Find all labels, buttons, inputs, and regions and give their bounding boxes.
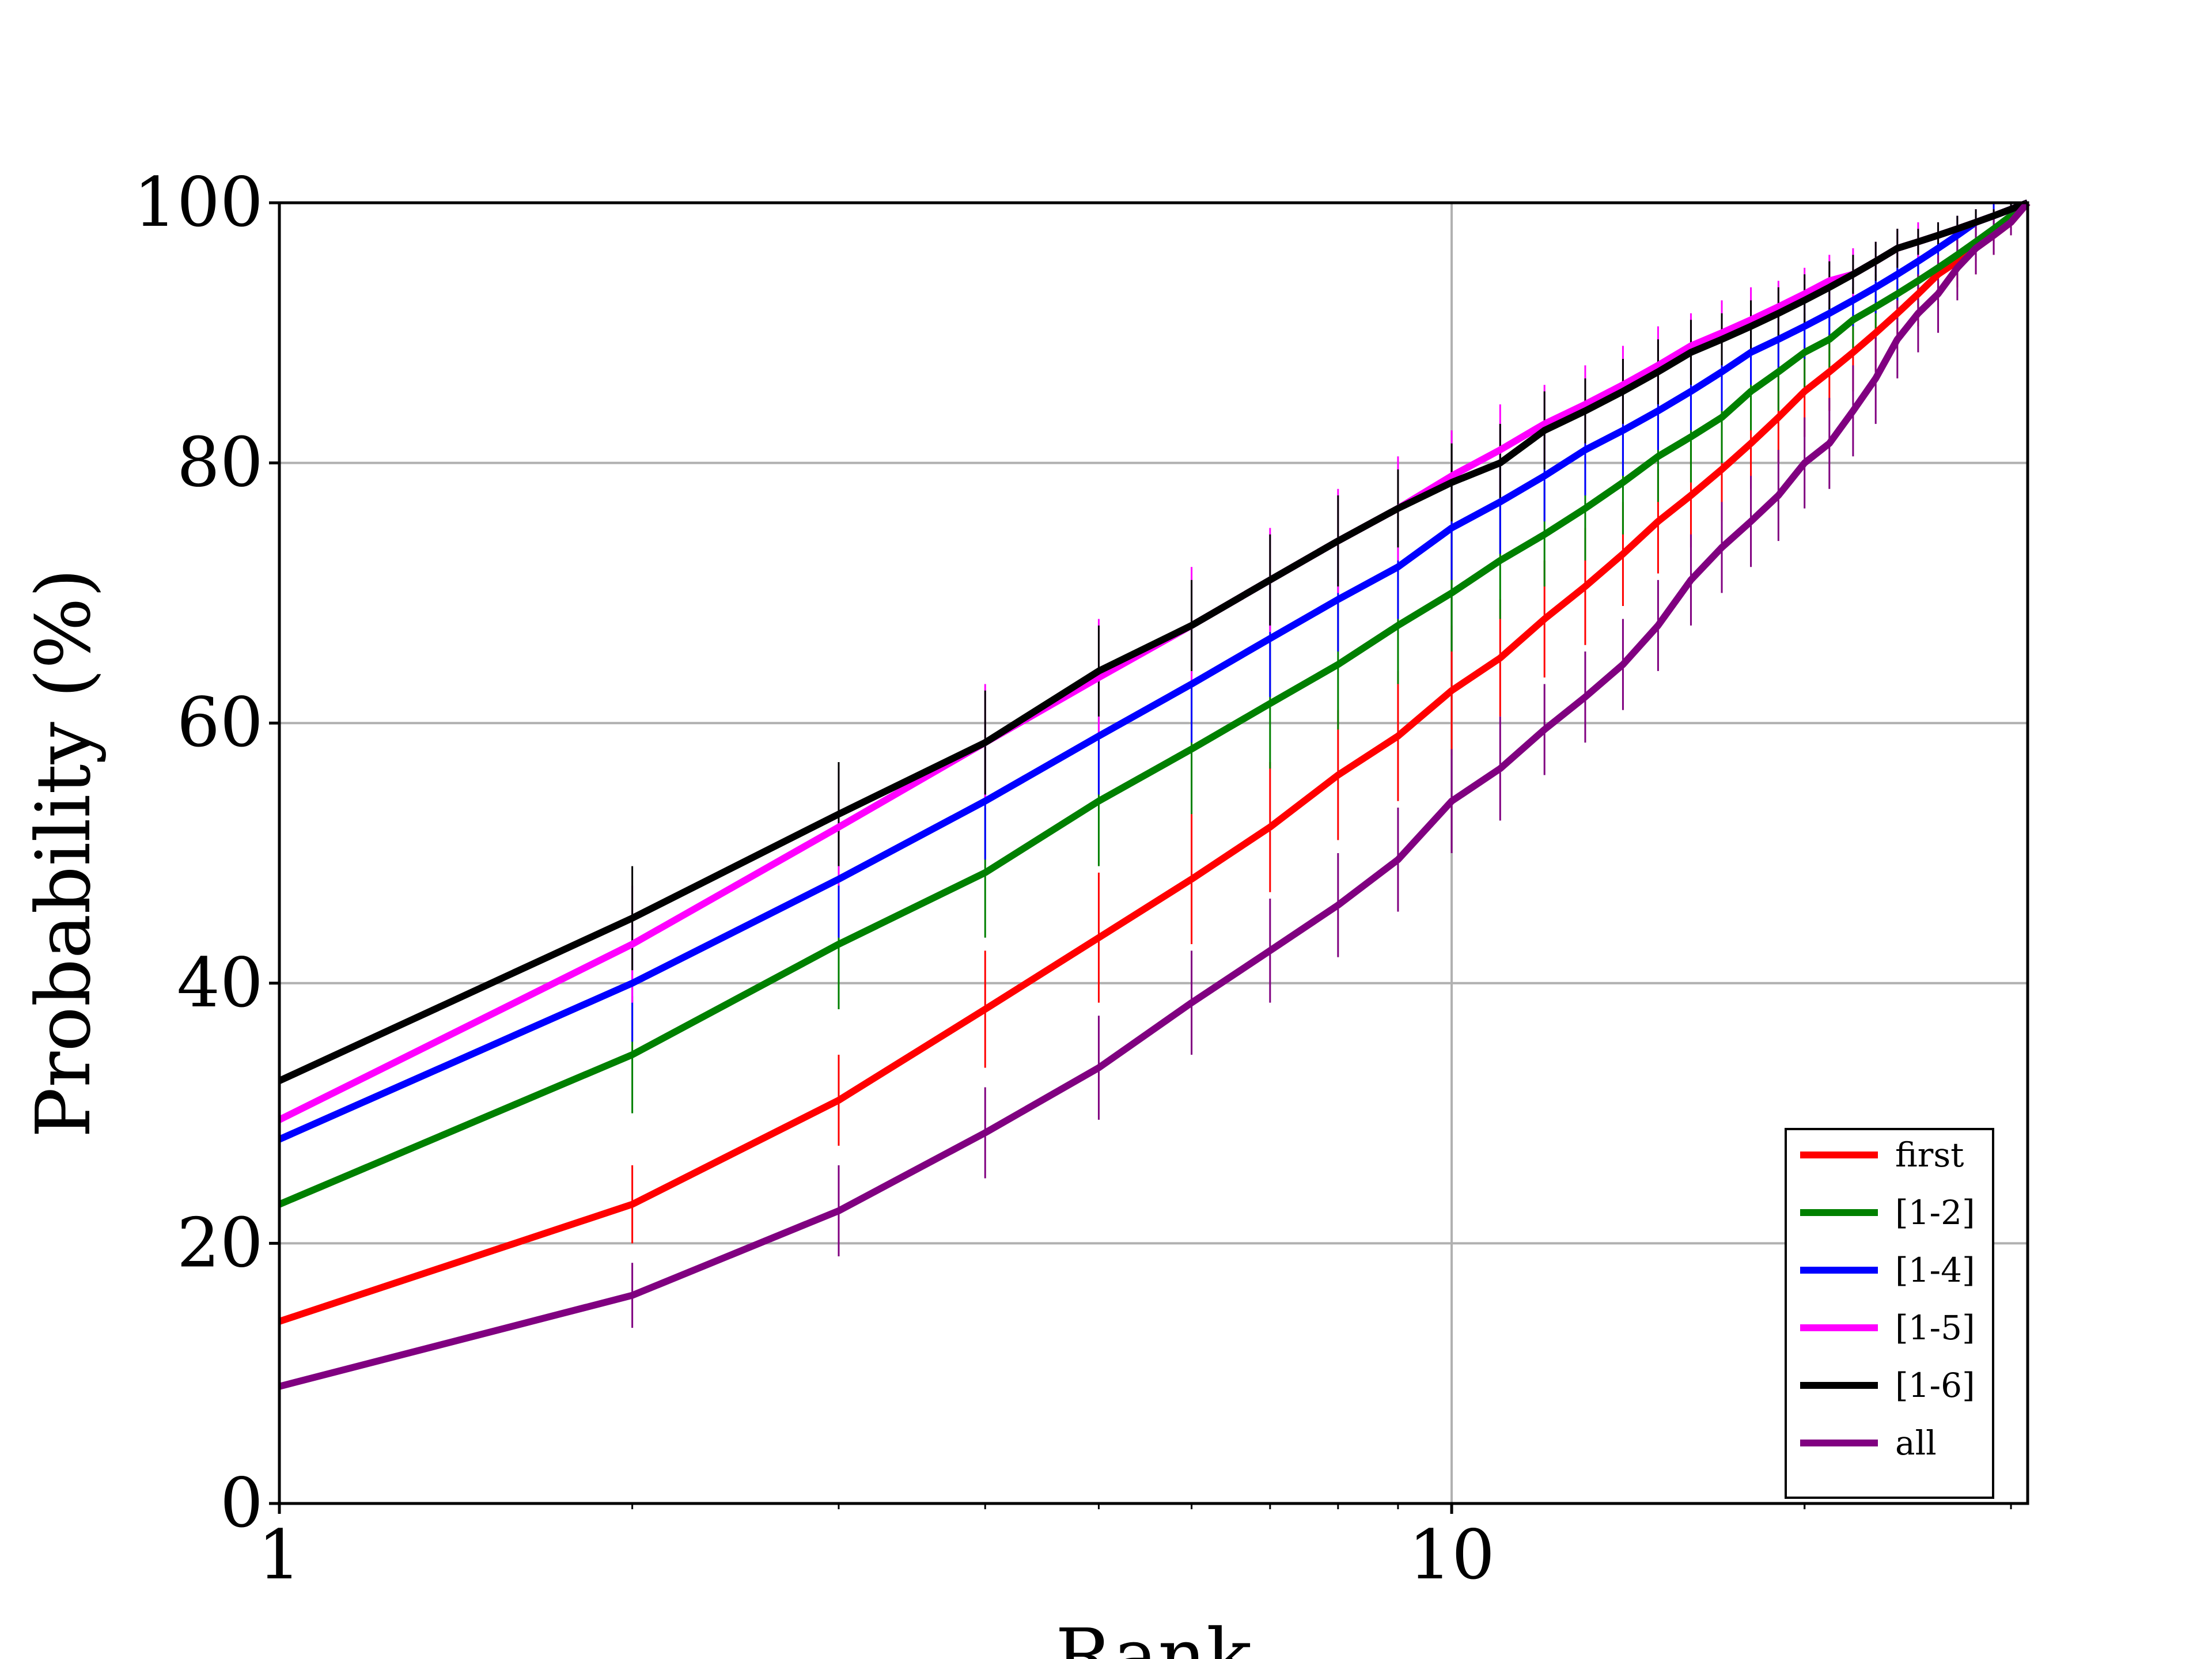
y-tick-label: 60: [177, 683, 263, 762]
legend-label: [1-2]: [1895, 1193, 1975, 1232]
x-axis-label: Rank: [1055, 1612, 1252, 1659]
grid: [279, 203, 2028, 1503]
x-tick-label: 10: [1408, 1515, 1495, 1594]
y-tick-label: 0: [220, 1463, 263, 1543]
legend-label: [1-6]: [1895, 1366, 1975, 1405]
legend-box: [1785, 1128, 1994, 1499]
y-tick-label: 20: [177, 1203, 263, 1282]
legend-label: first: [1895, 1135, 1964, 1175]
y-tick-label: 100: [134, 162, 263, 242]
legend-label: [1-4]: [1895, 1251, 1975, 1290]
series-line: [278, 200, 2030, 1208]
series-line: [278, 199, 2029, 1084]
y-tick-label: 80: [177, 423, 263, 502]
x-tick-label: 1: [257, 1515, 301, 1594]
series-line: [278, 200, 2031, 1325]
y-axis-label: Probability (%): [20, 569, 107, 1138]
legend-label: [1-5]: [1895, 1308, 1975, 1347]
legend-label: all: [1895, 1423, 1937, 1463]
plot-frame: [278, 201, 2029, 1505]
series-line: [278, 200, 2031, 1390]
series-line: [278, 199, 2029, 1143]
axis-ticks: 0 20 40 60 80 100 1 10: [134, 162, 2012, 1594]
series-layer: [278, 199, 2031, 1390]
legend: first [1-2] [1-4] [1-5] [1-6] all: [1785, 1128, 1994, 1499]
y-tick-label: 40: [177, 943, 263, 1022]
